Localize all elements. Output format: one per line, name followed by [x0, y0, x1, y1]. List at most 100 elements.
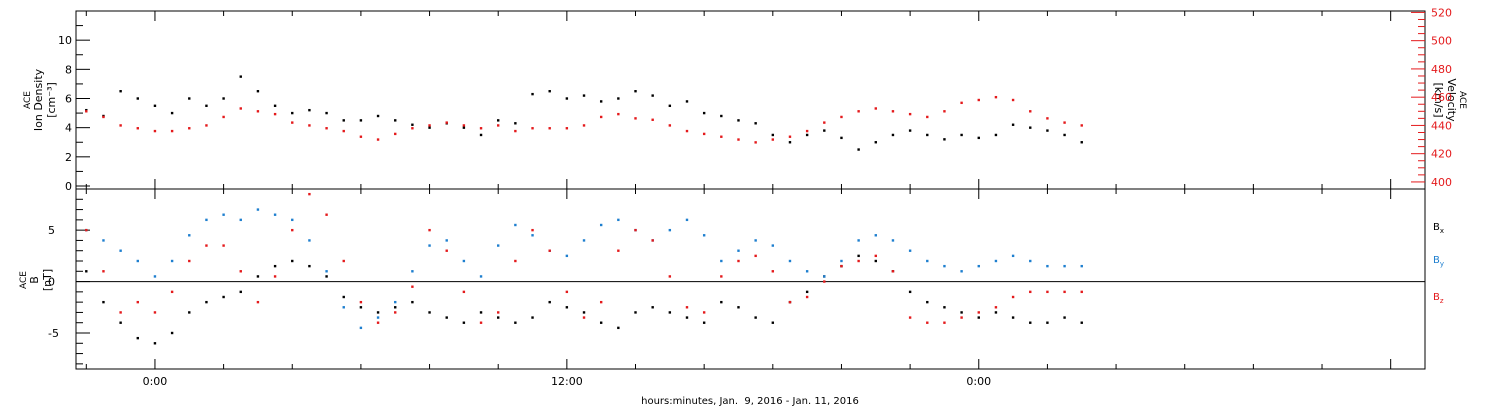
bz-point: [857, 259, 860, 263]
by-point: [479, 275, 483, 278]
by-point: [119, 249, 122, 252]
bz-point: [685, 306, 689, 309]
density-point: [994, 133, 998, 137]
bz-point: [582, 316, 586, 319]
bx-point: [308, 264, 311, 268]
bz-point: [651, 239, 654, 242]
by-point: [805, 270, 809, 273]
by-point: [617, 218, 620, 222]
velocity-point: [754, 141, 757, 144]
velocity-axis-label: ACE Velocity [km/s]: [1432, 78, 1467, 122]
density-point: [119, 90, 122, 93]
by-point: [342, 306, 345, 309]
density-point: [754, 122, 757, 125]
density-point: [359, 119, 363, 122]
velocity-point: [428, 124, 431, 127]
velocity-point: [857, 110, 860, 113]
bz-point: [188, 259, 191, 263]
velocity-point: [840, 115, 843, 119]
density-point: [153, 104, 157, 107]
bx-point: [188, 311, 191, 314]
svg-text:[nT]: [nT]: [41, 269, 54, 291]
by-point: [1080, 264, 1083, 268]
density-tick-label: 0: [65, 180, 72, 193]
field-tick-label: 5: [48, 224, 55, 237]
bz-point: [891, 270, 895, 273]
by-point: [994, 259, 998, 263]
bx-point: [943, 306, 946, 309]
bx-point: [291, 259, 294, 263]
bx-point: [342, 295, 345, 299]
velocity-point: [720, 135, 723, 138]
velocity-point: [668, 124, 672, 127]
by-point: [256, 208, 260, 211]
by-point: [239, 218, 242, 222]
bz-point: [445, 249, 448, 252]
bx-point: [359, 306, 363, 309]
bx-point: [136, 336, 139, 340]
density-point: [514, 122, 517, 125]
bx-point: [685, 316, 689, 319]
velocity-point: [994, 95, 998, 99]
bx-point: [582, 311, 586, 314]
velocity-point: [445, 121, 448, 124]
by-point: [376, 316, 380, 319]
density-point: [685, 100, 689, 103]
field-tick-label: -5: [48, 327, 59, 340]
density-point: [823, 129, 826, 132]
bz-point: [994, 306, 998, 309]
velocity-point: [514, 129, 517, 133]
bz-point: [376, 321, 380, 324]
density-tick-label: 8: [65, 63, 72, 76]
bx-point: [805, 290, 809, 294]
bx-point: [548, 300, 551, 304]
by-point: [754, 239, 757, 242]
density-point: [394, 119, 397, 122]
bx-point: [908, 290, 912, 294]
by-point: [891, 239, 895, 242]
velocity-point: [376, 138, 380, 141]
x-tick-label: 0:00: [966, 375, 991, 388]
density-point: [411, 123, 414, 126]
velocity-point: [205, 124, 208, 127]
velocity-point: [188, 127, 191, 130]
density-velocity-panel-frame: [75, 10, 1426, 190]
density-tick-label: 10: [58, 34, 72, 47]
bx-point: [754, 316, 757, 319]
bz-point: [548, 249, 551, 252]
bz-point: [977, 311, 980, 314]
bz-point: [497, 311, 500, 314]
bz-point: [428, 228, 431, 232]
velocity-point: [102, 115, 105, 119]
by-point: [582, 239, 586, 242]
density-point: [788, 141, 792, 144]
bx-point: [874, 259, 877, 263]
density-point: [634, 90, 637, 93]
velocity-point: [497, 124, 500, 127]
by-point: [926, 259, 929, 263]
by-point: [668, 228, 672, 232]
velocity-tick-label: 460: [1431, 91, 1452, 104]
bz-point: [874, 254, 877, 258]
density-tick-label: 6: [65, 93, 72, 106]
bx-point: [737, 306, 740, 309]
velocity-point: [411, 127, 414, 130]
by-point: [908, 249, 912, 252]
bx-point: [634, 311, 637, 314]
bz-point: [565, 290, 569, 294]
density-point: [599, 100, 603, 103]
bz-point: [342, 259, 345, 263]
by-point: [308, 239, 311, 242]
bz-point: [170, 290, 174, 294]
by-point: [599, 223, 603, 227]
bz-point: [102, 270, 105, 273]
velocity-point: [805, 129, 809, 133]
by-point: [445, 239, 448, 242]
by-point: [1029, 259, 1032, 263]
bz-point: [394, 311, 397, 314]
velocity-tick-label: 480: [1431, 63, 1452, 76]
by-point: [514, 223, 517, 227]
bx-point: [668, 311, 672, 314]
field-tick-label: 0: [48, 276, 55, 289]
